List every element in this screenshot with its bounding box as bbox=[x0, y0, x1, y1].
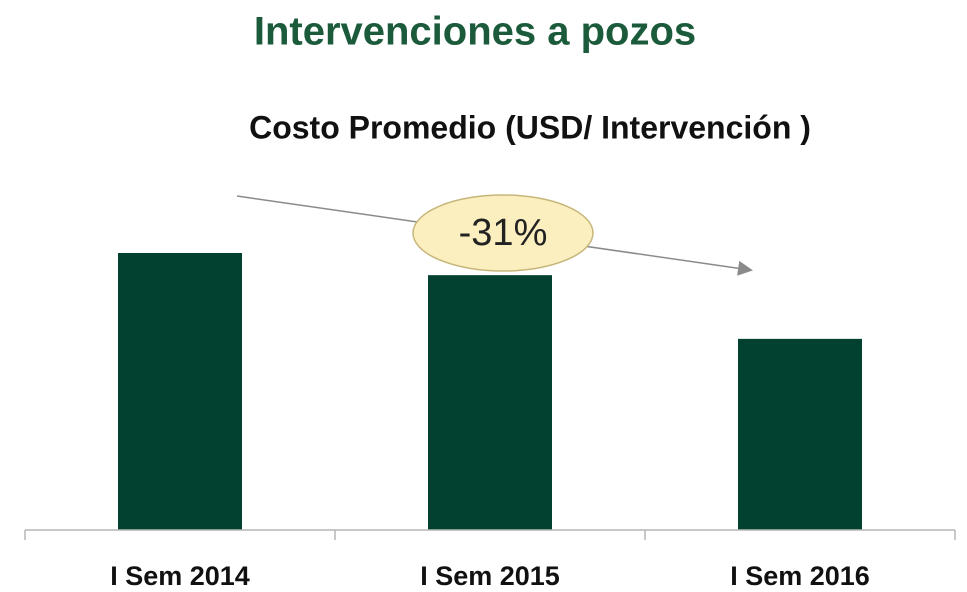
chart-title: Intervenciones a pozos bbox=[254, 10, 696, 54]
x-tick-label: I Sem 2015 bbox=[420, 561, 560, 591]
bar bbox=[118, 253, 242, 530]
bar bbox=[738, 338, 862, 530]
bar bbox=[428, 275, 552, 530]
annotation-bubble bbox=[412, 194, 594, 272]
x-tick-label: I Sem 2016 bbox=[730, 561, 870, 591]
chart-subtitle: Costo Promedio (USD/ Intervención ) bbox=[249, 109, 811, 145]
annotation: -31% bbox=[459, 212, 548, 254]
x-tick-label: I Sem 2014 bbox=[110, 561, 250, 591]
